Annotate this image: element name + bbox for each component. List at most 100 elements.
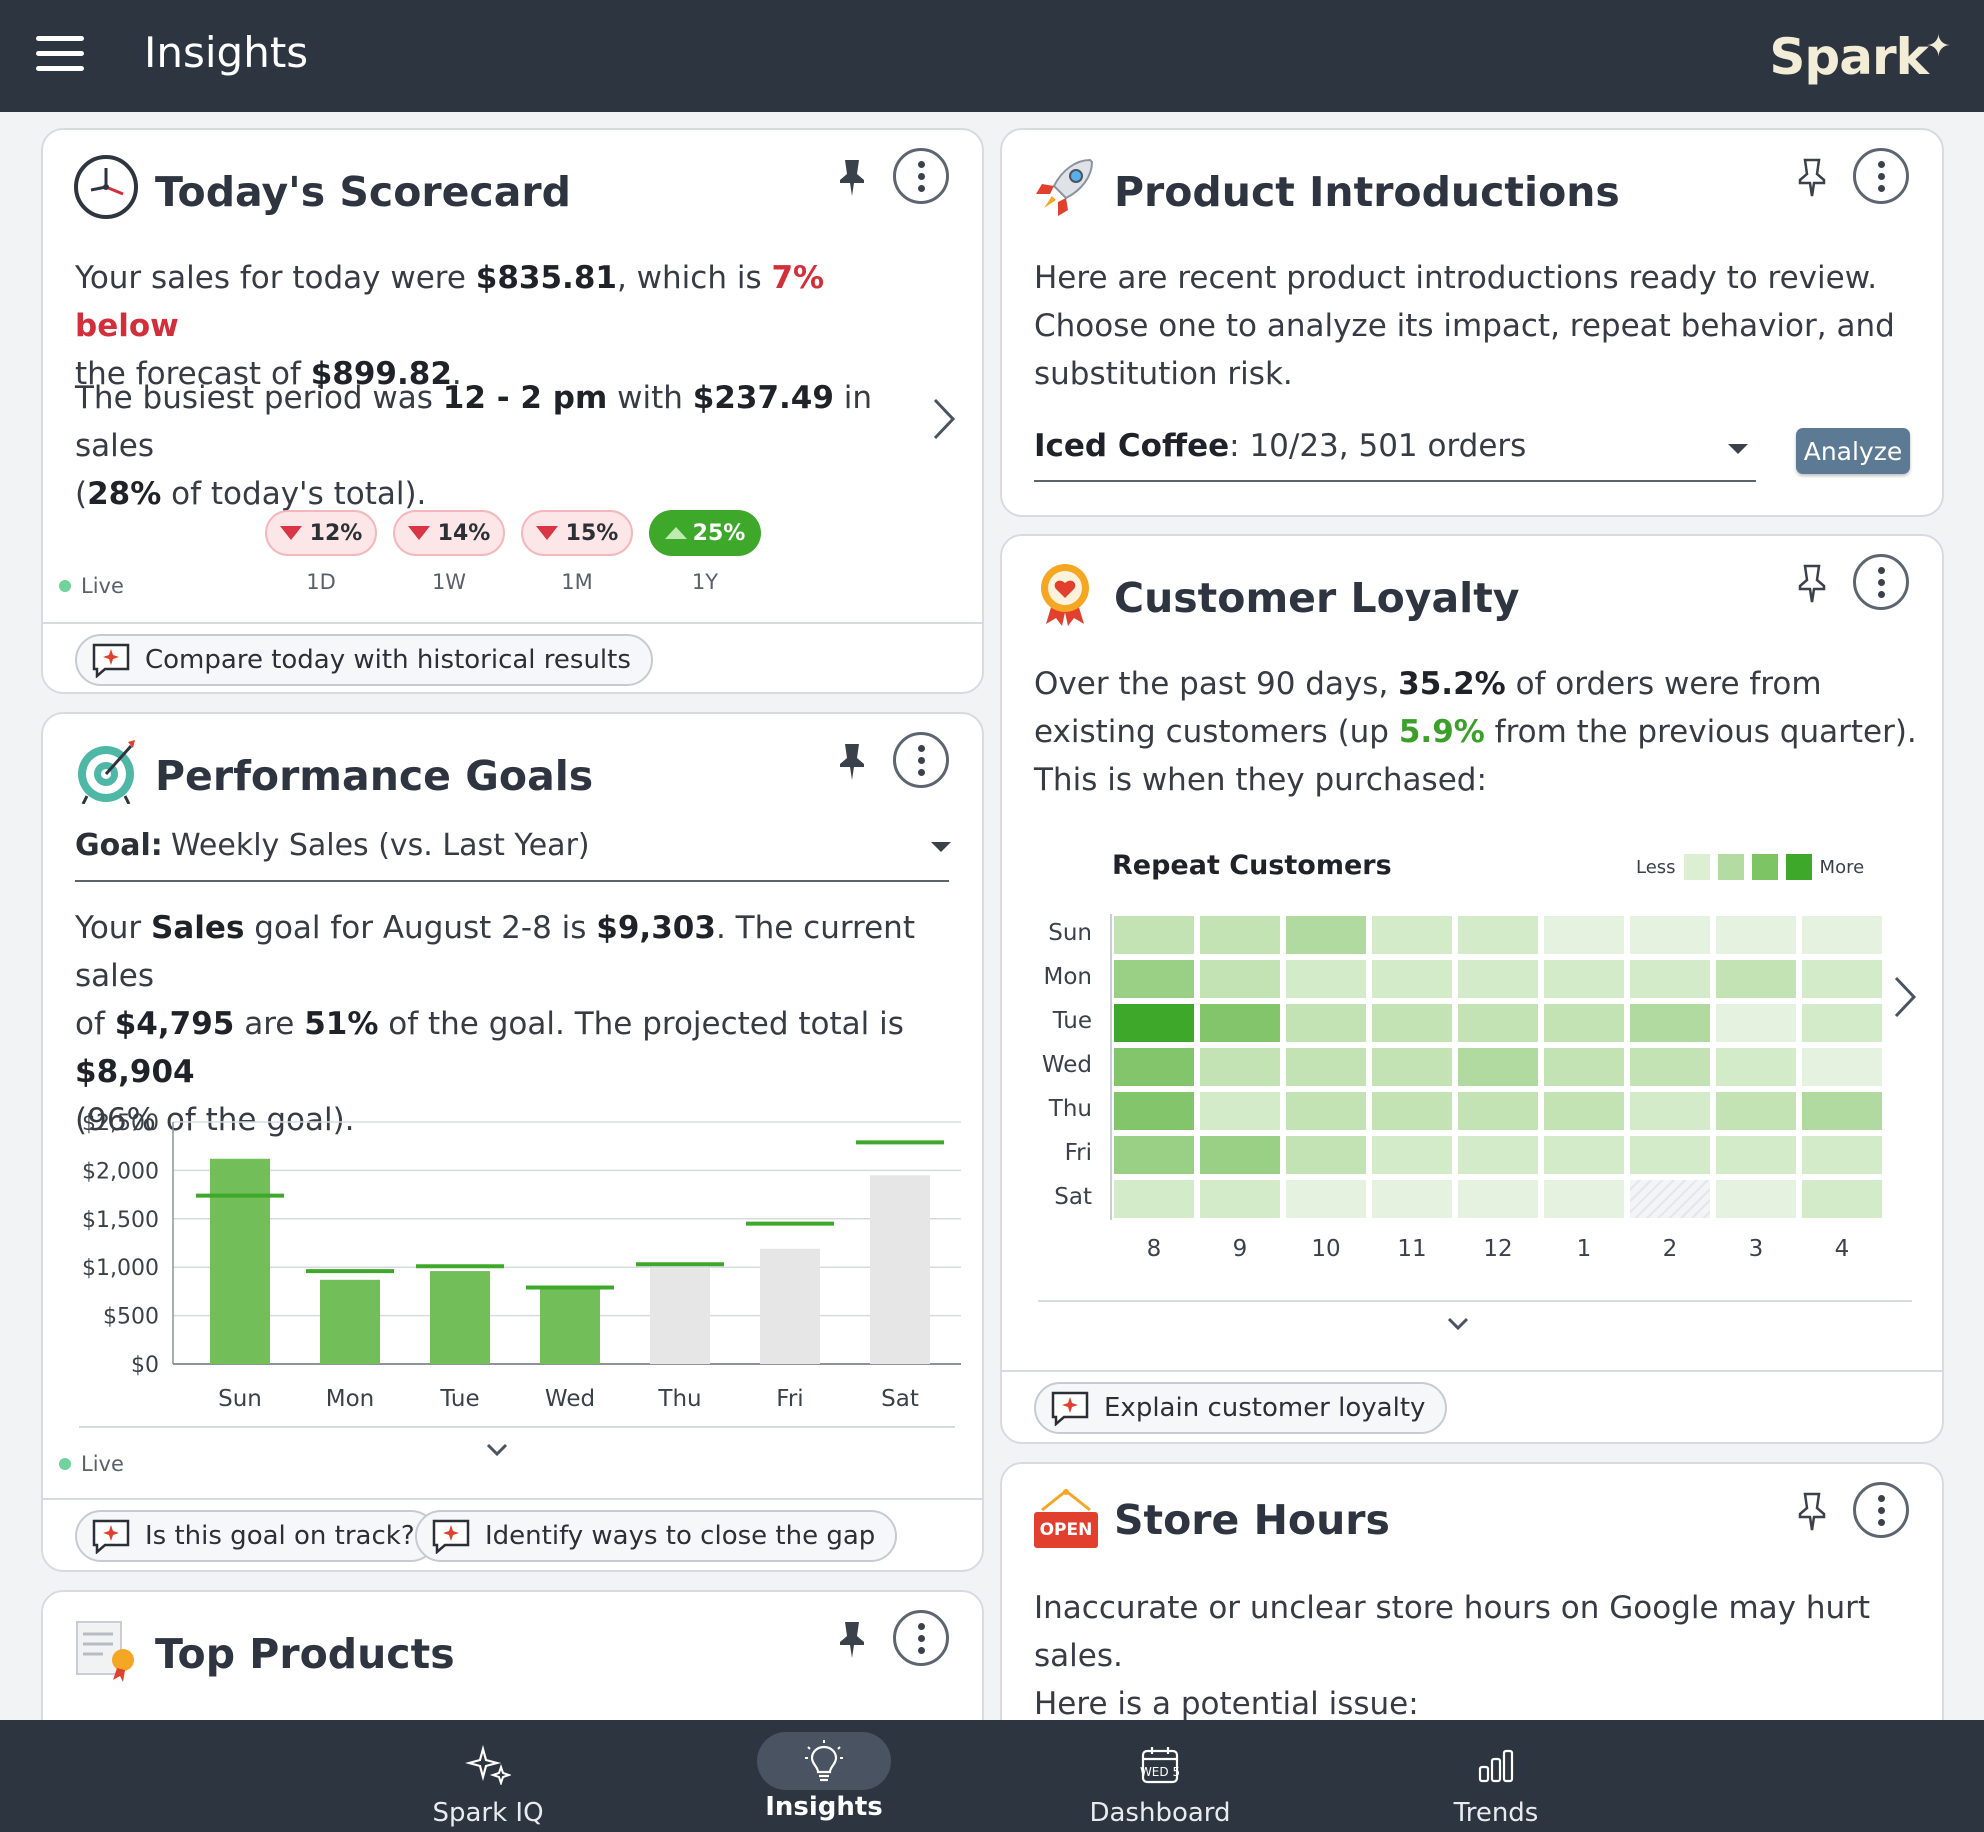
heatmap-cell-wed-10[interactable] [1284, 1046, 1368, 1088]
heatmap-cell-fri-9[interactable] [1198, 1134, 1282, 1176]
heatmap-cell-tue-2[interactable] [1628, 1002, 1712, 1044]
heatmap-cell-thu-8[interactable] [1112, 1090, 1196, 1132]
heatmap-cell-sun-8[interactable] [1112, 914, 1196, 956]
heatmap-cell-fri-10[interactable] [1284, 1134, 1368, 1176]
heatmap-cell-thu-10[interactable] [1284, 1090, 1368, 1132]
heatmap-cell-mon-12[interactable] [1456, 958, 1540, 1000]
explain-loyalty-chip[interactable]: Explain customer loyalty [1034, 1382, 1448, 1434]
heatmap-cell-sun-1[interactable] [1542, 914, 1626, 956]
nav-trends[interactable]: Trends [1386, 1720, 1606, 1832]
heatmap-cell-mon-2[interactable] [1628, 958, 1712, 1000]
more-options-button[interactable] [1853, 1482, 1909, 1538]
heatmap-cell-sun-3[interactable] [1714, 914, 1798, 956]
nav-dashboard[interactable]: WED 5 Dashboard [1050, 1720, 1270, 1832]
heatmap-cell-wed-11[interactable] [1370, 1046, 1454, 1088]
goal-summary: Your Sales goal for August 2-8 is $9,303… [75, 910, 915, 1138]
heatmap-cell-sun-11[interactable] [1370, 914, 1454, 956]
heatmap-cell-tue-11[interactable] [1370, 1002, 1454, 1044]
heatmap-cell-thu-9[interactable] [1198, 1090, 1282, 1132]
heatmap-cell-wed-4[interactable] [1800, 1046, 1884, 1088]
heatmap-cell-fri-1[interactable] [1542, 1134, 1626, 1176]
heatmap-cell-fri-3[interactable] [1714, 1134, 1798, 1176]
heatmap-row-label: Sun [1048, 920, 1092, 946]
nav-spark-iq[interactable]: Spark IQ [378, 1720, 598, 1832]
chevron-down-icon[interactable] [485, 1442, 509, 1458]
pin-icon[interactable] [837, 1620, 867, 1660]
heatmap-cell-thu-1[interactable] [1542, 1090, 1626, 1132]
heatmap-cell-tue-3[interactable] [1714, 1002, 1798, 1044]
menu-icon[interactable] [36, 36, 84, 72]
heatmap-cell-mon-8[interactable] [1112, 958, 1196, 1000]
heatmap-cell-tue-12[interactable] [1456, 1002, 1540, 1044]
comparison-pill-1w[interactable]: 14% [393, 510, 505, 556]
chevron-right-icon[interactable] [1892, 974, 1918, 1020]
more-options-button[interactable] [893, 732, 949, 788]
more-options-button[interactable] [1853, 148, 1909, 204]
heatmap-cell-sat-8[interactable] [1112, 1178, 1196, 1220]
heatmap-cell-sat-2[interactable] [1628, 1178, 1712, 1220]
heatmap-cell-mon-11[interactable] [1370, 958, 1454, 1000]
heatmap-cell-fri-4[interactable] [1800, 1134, 1884, 1176]
comparison-pill-1y[interactable]: 25% [649, 510, 761, 556]
heatmap-cell-tue-1[interactable] [1542, 1002, 1626, 1044]
product-select[interactable]: Iced Coffee: 10/23, 501 orders [1034, 426, 1756, 482]
heatmap-cell-sat-4[interactable] [1800, 1178, 1884, 1220]
pin-outline-icon[interactable] [1797, 564, 1827, 604]
comparison-pill-1m[interactable]: 15% [521, 510, 633, 556]
more-options-button[interactable] [893, 1610, 949, 1666]
heatmap-cell-sun-9[interactable] [1198, 914, 1282, 956]
goal-on-track-chip[interactable]: Is this goal on track? [75, 1510, 437, 1562]
pin-icon[interactable] [837, 158, 867, 198]
heatmap-cell-tue-10[interactable] [1284, 1002, 1368, 1044]
chevron-down-icon[interactable] [1446, 1316, 1470, 1332]
pin-outline-icon[interactable] [1797, 1492, 1827, 1532]
heatmap-cell-mon-3[interactable] [1714, 958, 1798, 1000]
heatmap-cell-thu-2[interactable] [1628, 1090, 1712, 1132]
heatmap-cell-thu-11[interactable] [1370, 1090, 1454, 1132]
heatmap-cell-tue-8[interactable] [1112, 1002, 1196, 1044]
heatmap-cell-sat-9[interactable] [1198, 1178, 1282, 1220]
heatmap-cell-fri-8[interactable] [1112, 1134, 1196, 1176]
comparison-pill-1d[interactable]: 12% [265, 510, 377, 556]
loyalty-summary: Over the past 90 days, 35.2% of orders w… [1034, 666, 1917, 798]
analyze-button[interactable]: Analyze [1796, 428, 1910, 474]
heatmap-cell-sat-11[interactable] [1370, 1178, 1454, 1220]
more-options-button[interactable] [893, 148, 949, 204]
heatmap-cell-mon-1[interactable] [1542, 958, 1626, 1000]
heatmap-cell-mon-4[interactable] [1800, 958, 1884, 1000]
compare-history-chip[interactable]: Compare today with historical results [75, 634, 653, 686]
heatmap-cell-mon-9[interactable] [1198, 958, 1282, 1000]
heatmap-cell-sat-3[interactable] [1714, 1178, 1798, 1220]
heatmap-cell-wed-1[interactable] [1542, 1046, 1626, 1088]
heatmap-cell-sun-2[interactable] [1628, 914, 1712, 956]
heatmap-cell-wed-3[interactable] [1714, 1046, 1798, 1088]
heatmap-cell-tue-9[interactable] [1198, 1002, 1282, 1044]
goal-select[interactable]: Goal: Weekly Sales (vs. Last Year) [75, 824, 951, 882]
heatmap-cell-sun-12[interactable] [1456, 914, 1540, 956]
heatmap-cell-thu-4[interactable] [1800, 1090, 1884, 1132]
heatmap-cell-thu-12[interactable] [1456, 1090, 1540, 1132]
bar-tue [430, 1271, 490, 1364]
heatmap-cell-sun-10[interactable] [1284, 914, 1368, 956]
chevron-right-icon[interactable] [931, 396, 957, 442]
heatmap-cell-wed-12[interactable] [1456, 1046, 1540, 1088]
close-gap-chip[interactable]: Identify ways to close the gap [415, 1510, 898, 1562]
heatmap-cell-wed-8[interactable] [1112, 1046, 1196, 1088]
heatmap-cell-sat-10[interactable] [1284, 1178, 1368, 1220]
heatmap-cell-sat-1[interactable] [1542, 1178, 1626, 1220]
heatmap-cell-tue-4[interactable] [1800, 1002, 1884, 1044]
heatmap-cell-wed-2[interactable] [1628, 1046, 1712, 1088]
heatmap-cell-fri-12[interactable] [1456, 1134, 1540, 1176]
heatmap-cell-sun-4[interactable] [1800, 914, 1884, 956]
heatmap-row-label: Thu [1048, 1096, 1092, 1122]
heatmap-cell-mon-10[interactable] [1284, 958, 1368, 1000]
heatmap-cell-thu-3[interactable] [1714, 1090, 1798, 1132]
more-options-button[interactable] [1853, 554, 1909, 610]
heatmap-cell-fri-11[interactable] [1370, 1134, 1454, 1176]
nav-insights[interactable]: Insights [714, 1720, 934, 1832]
heatmap-cell-wed-9[interactable] [1198, 1046, 1282, 1088]
pin-outline-icon[interactable] [1797, 158, 1827, 198]
heatmap-cell-fri-2[interactable] [1628, 1134, 1712, 1176]
pin-icon[interactable] [837, 742, 867, 782]
heatmap-cell-sat-12[interactable] [1456, 1178, 1540, 1220]
